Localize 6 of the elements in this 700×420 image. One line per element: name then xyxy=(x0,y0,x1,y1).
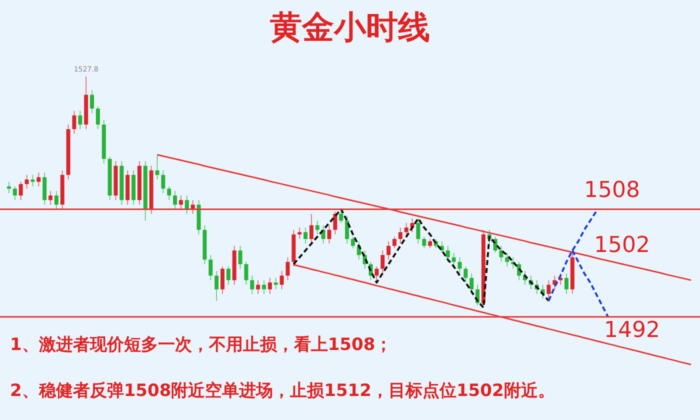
text: 1492 xyxy=(604,318,660,343)
annotation: 1502 xyxy=(594,233,650,258)
text: 1、激进者现价短多一次，不用止损，看上1508； xyxy=(10,335,392,355)
annotation: 1508 xyxy=(584,178,640,203)
chart-title: 黄金小时线 xyxy=(270,8,430,46)
text: 2、稳健者反弹1508附近空单进场，止损1512，目标点位1502附近。 xyxy=(10,381,555,401)
